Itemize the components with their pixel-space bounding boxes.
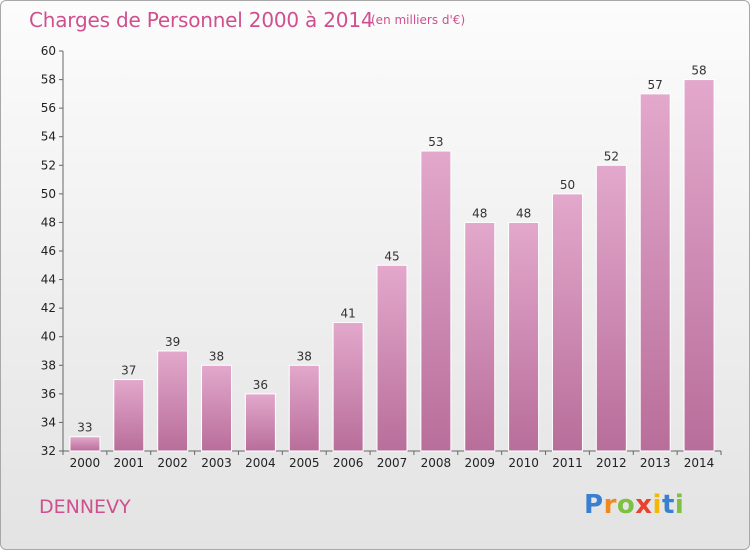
bar-value-label: 36: [253, 378, 268, 392]
y-tick-label: 42: [41, 301, 56, 315]
bar: [69, 436, 101, 452]
x-tick-label: 2012: [596, 456, 627, 470]
bar: [464, 221, 496, 452]
y-tick-label: 50: [41, 187, 56, 201]
y-tick-label: 32: [41, 444, 56, 458]
x-tick-label: 2000: [70, 456, 101, 470]
y-tick-label: 56: [41, 101, 56, 115]
bar: [113, 379, 145, 452]
x-tick-label: 2003: [201, 456, 232, 470]
chart-labels: 33 37 39 38 36 38 41 45 53 48 48 50 52 57 58: [77, 64, 706, 435]
y-tick-label: 54: [41, 130, 56, 144]
bar: [201, 364, 233, 452]
bar-value-label: 45: [384, 249, 399, 263]
bar-value-label: 38: [297, 349, 312, 363]
logo-letter: P: [584, 490, 604, 520]
bar: [508, 221, 540, 452]
x-tick-label: 2011: [552, 456, 583, 470]
y-tick-label: 46: [41, 244, 56, 258]
x-tick-label: 2010: [508, 456, 539, 470]
bar: [595, 164, 627, 452]
x-tick-label: 2002: [157, 456, 188, 470]
proxiti-logo: Proxiti: [584, 490, 684, 520]
bar-value-label: 38: [209, 349, 224, 363]
bar-value-label: 48: [472, 206, 487, 220]
x-tick-label: 2004: [245, 456, 276, 470]
y-tick-label: 34: [41, 415, 56, 429]
x-tick-label: 2005: [289, 456, 320, 470]
bar-value-label: 33: [77, 421, 92, 435]
y-tick-label: 44: [41, 273, 56, 287]
bar: [639, 93, 671, 452]
commune-name: DENNEVY: [39, 496, 131, 518]
y-tick-label: 48: [41, 215, 56, 229]
bar-value-label: 58: [691, 64, 706, 78]
bar-value-label: 41: [340, 306, 355, 320]
bar: [683, 79, 715, 452]
x-tick-label: 2014: [684, 456, 715, 470]
chart-title: Charges de Personnel 2000 à 2014: [29, 8, 374, 32]
bar: [376, 264, 408, 452]
x-tick-label: 2008: [421, 456, 452, 470]
y-tick-label: 60: [41, 44, 56, 58]
y-tick-label: 52: [41, 158, 56, 172]
bar-value-label: 57: [648, 78, 663, 92]
bar-value-label: 48: [516, 206, 531, 220]
x-tick-label: 2009: [464, 456, 495, 470]
y-tick-label: 58: [41, 73, 56, 87]
x-tick-label: 2007: [377, 456, 408, 470]
bar-value-label: 37: [121, 364, 136, 378]
x-tick-label: 2001: [114, 456, 145, 470]
x-tick-label: 2013: [640, 456, 671, 470]
bar: [551, 193, 583, 452]
bar-value-label: 50: [560, 178, 575, 192]
logo-letter: r: [603, 490, 617, 520]
bar-value-label: 39: [165, 335, 180, 349]
bar: [244, 393, 276, 452]
chart-axes: 32 34 36 38 40 42 44 46 48 50 52 54 56 58 60 2000 2001 20…: [41, 44, 722, 470]
x-tick-label: 2006: [333, 456, 364, 470]
bar: [332, 321, 364, 452]
bar: [288, 364, 320, 452]
bar: [157, 350, 189, 452]
logo-letter: t: [661, 490, 675, 520]
y-tick-label: 36: [41, 387, 56, 401]
chart-bars: [69, 79, 715, 452]
logo-letter: o: [616, 490, 636, 520]
bar: [420, 150, 452, 452]
logo-letter: i: [652, 490, 662, 520]
logo-letter: x: [635, 490, 653, 520]
y-tick-label: 38: [41, 358, 56, 372]
y-tick-label: 40: [41, 330, 56, 344]
chart-subtitle: (en milliers d'€): [371, 13, 466, 27]
bar-value-label: 53: [428, 135, 443, 149]
bar-value-label: 52: [604, 149, 619, 163]
logo-letter: i: [674, 490, 685, 520]
